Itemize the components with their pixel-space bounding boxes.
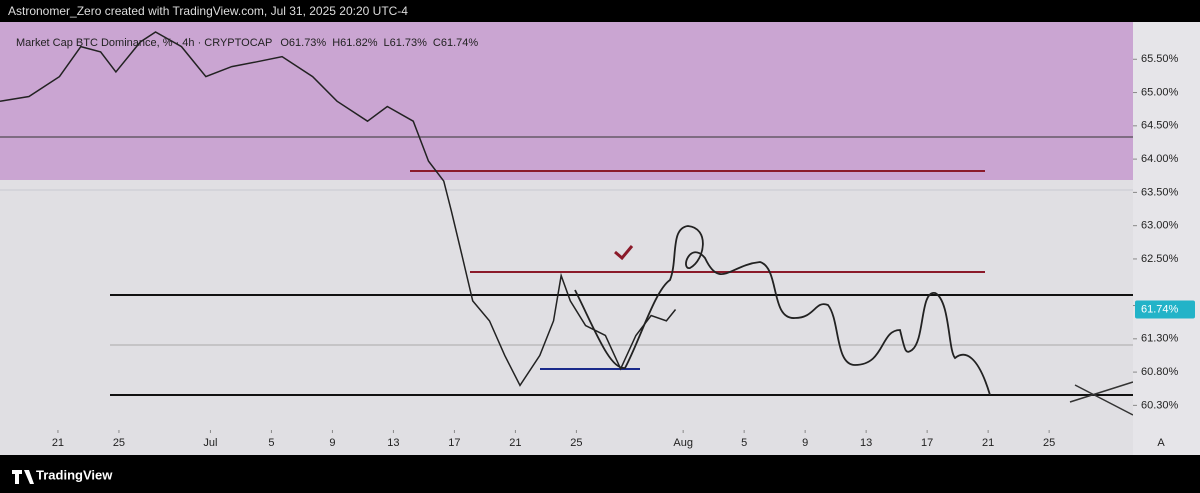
- x-tick-label: 25: [113, 437, 125, 449]
- ohlc-value: L61.73%: [383, 37, 427, 49]
- x-tick-label: 25: [570, 437, 582, 449]
- corner-label: A: [1157, 437, 1165, 449]
- ohlc-value: O61.73%: [280, 37, 326, 49]
- x-tick-label: 13: [860, 437, 872, 449]
- legend-title: Market Cap BTC Dominance, % · 4h · CRYPT…: [16, 37, 272, 49]
- y-tick-label: 61.30%: [1141, 333, 1179, 345]
- x-tick-label: 17: [921, 437, 933, 449]
- x-tick-label: 21: [509, 437, 521, 449]
- x-tick-label: 21: [982, 437, 994, 449]
- check-mark: [614, 245, 634, 261]
- y-tick-label: 60.80%: [1141, 366, 1179, 378]
- y-tick-label: 64.50%: [1141, 120, 1179, 132]
- last-value-label: 61.74%: [1141, 303, 1179, 315]
- y-tick-label: 63.50%: [1141, 186, 1179, 198]
- x-tick-label: 17: [448, 437, 460, 449]
- ohlc-value: H61.82%: [332, 37, 377, 49]
- x-tick-label: Jul: [203, 437, 217, 449]
- y-tick-label: 64.00%: [1141, 153, 1179, 165]
- x-tick-label: Aug: [673, 437, 693, 449]
- drawing: [574, 225, 991, 396]
- legend: Market Cap BTC Dominance, % · 4h · CRYPT…: [16, 37, 478, 49]
- y-tick-label: 65.50%: [1141, 53, 1179, 65]
- y-tick-label: 60.30%: [1141, 399, 1179, 411]
- x-tick-label: 25: [1043, 437, 1055, 449]
- price-line: [0, 31, 677, 387]
- ohlc-value: C61.74%: [433, 37, 478, 49]
- x-tick-label: 5: [268, 437, 274, 449]
- price-axis: [1133, 22, 1200, 455]
- footer-bar: [0, 455, 1200, 493]
- last-value-box: [1135, 300, 1195, 319]
- zone: [0, 22, 1133, 180]
- y-tick-label: 65.00%: [1141, 86, 1179, 98]
- logo: [12, 470, 34, 484]
- y-tick-label: 62.50%: [1141, 253, 1179, 265]
- drawing: [1069, 381, 1134, 416]
- x-tick-label: 9: [802, 437, 808, 449]
- header: Astronomer_Zero created with TradingView…: [8, 4, 408, 18]
- footer-brand: TradingView: [36, 467, 113, 482]
- x-tick-label: 5: [741, 437, 747, 449]
- top-bar: [0, 0, 1200, 22]
- x-tick-label: 9: [329, 437, 335, 449]
- y-tick-label: 63.00%: [1141, 220, 1179, 232]
- x-tick-label: 13: [387, 437, 399, 449]
- x-tick-label: 21: [52, 437, 64, 449]
